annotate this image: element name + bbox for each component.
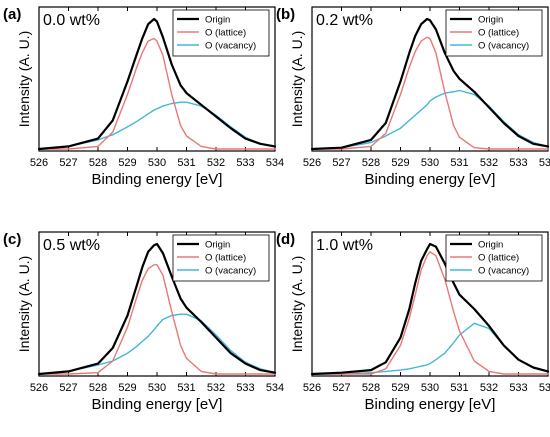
x-tick-label: 527	[332, 382, 350, 394]
x-axis-label: Binding energy [eV]	[365, 171, 496, 188]
x-tick-label: 531	[450, 157, 468, 169]
series-line-origin	[37, 17, 277, 151]
x-tick-label: 530	[421, 157, 439, 169]
series-line-origin	[310, 242, 550, 376]
series-line-o-vacancy	[38, 101, 276, 150]
series-line-o-vacancy	[311, 322, 549, 375]
x-tick-label: 526	[303, 382, 321, 394]
x-tick-label: 532	[480, 382, 498, 394]
x-tick-label: 526	[30, 157, 48, 169]
panel-a: (a) 0.0 wt% Intensity (A. U.) 526 527 528 529 5…	[3, 6, 284, 188]
panel-d: (d) 1.0 wt% Intensity (A. U.) 526 527 528 529 5…	[276, 231, 550, 413]
panel-label: (a)	[3, 6, 21, 23]
legend-label: O (lattice)	[205, 28, 246, 39]
series-line-o-lattice	[311, 36, 549, 150]
legend-box	[172, 234, 270, 282]
sample-annotation: 0.0 wt%	[43, 12, 100, 29]
x-tick-label: 530	[148, 157, 166, 169]
x-axis-label: Binding energy [eV]	[92, 396, 223, 413]
y-axis-label: Intensity (A. U.)	[289, 31, 305, 127]
series-line-o-vacancy	[311, 89, 549, 150]
x-tick-label: 526	[303, 157, 321, 169]
panel-label: (b)	[276, 6, 295, 23]
x-tick-label: 533	[236, 157, 254, 169]
legend-label: O (lattice)	[478, 253, 519, 264]
x-tick-label: 528	[362, 157, 380, 169]
sample-annotation: 0.5 wt%	[43, 237, 100, 254]
legend: Origin O (lattice) O (vacancy)	[172, 234, 270, 282]
legend-box	[445, 9, 543, 57]
series-line-o-lattice	[38, 37, 276, 150]
x-tick-label: 529	[118, 157, 136, 169]
legend-label: O (vacancy)	[205, 266, 256, 277]
legend-label: O (vacancy)	[205, 41, 256, 52]
x-tick-label: 534	[539, 382, 550, 394]
legend: Origin O (lattice) O (vacancy)	[172, 9, 270, 57]
x-tick-label: 527	[59, 382, 77, 394]
sample-annotation: 1.0 wt%	[316, 237, 373, 254]
x-tick-label: 531	[450, 382, 468, 394]
y-axis-label: Intensity (A. U.)	[289, 256, 305, 352]
x-tick-label: 533	[509, 157, 527, 169]
y-axis-label: Intensity (A. U.)	[16, 256, 32, 352]
x-tick-label: 527	[332, 157, 350, 169]
x-tick-label: 533	[236, 382, 254, 394]
legend: Origin O (lattice) O (vacancy)	[445, 9, 543, 57]
y-axis-label: Intensity (A. U.)	[16, 31, 32, 127]
x-tick-label: 533	[509, 382, 527, 394]
x-tick-label: 528	[89, 157, 107, 169]
x-tick-label: 534	[266, 157, 284, 169]
sample-annotation: 0.2 wt%	[316, 12, 373, 29]
panel-label: (c)	[3, 231, 21, 248]
legend-label: Origin	[205, 15, 230, 26]
x-tick-label: 532	[207, 382, 225, 394]
legend-label: O (vacancy)	[478, 41, 529, 52]
x-tick-label: 531	[177, 157, 195, 169]
x-tick-label: 529	[391, 382, 409, 394]
x-tick-label: 532	[480, 157, 498, 169]
legend-label: Origin	[478, 240, 503, 251]
x-tick-label: 526	[30, 382, 48, 394]
legend-label: Origin	[205, 240, 230, 251]
x-tick-label: 530	[421, 382, 439, 394]
legend-box	[445, 234, 543, 282]
x-tick-label: 528	[89, 382, 107, 394]
series-line-o-vacancy	[38, 313, 276, 375]
x-axis-label: Binding energy [eV]	[92, 171, 223, 188]
x-tick-label: 527	[59, 157, 77, 169]
x-tick-label: 530	[148, 382, 166, 394]
panel-label: (d)	[276, 231, 295, 248]
legend-label: Origin	[478, 15, 503, 26]
legend-label: O (vacancy)	[478, 266, 529, 277]
panel-b: (b) 0.2 wt% Intensity (A. U.) 526 527 528 529 5…	[276, 6, 550, 188]
x-tick-label: 529	[118, 382, 136, 394]
x-tick-label: 531	[177, 382, 195, 394]
panel-c: (c) 0.5 wt% Intensity (A. U.) 526 527 528 529 5…	[3, 231, 284, 413]
x-tick-label: 528	[362, 382, 380, 394]
series-line-origin	[310, 17, 550, 151]
legend-label: O (lattice)	[205, 253, 246, 264]
legend-label: O (lattice)	[478, 28, 519, 39]
series-line-o-lattice	[311, 251, 549, 375]
series-line-o-lattice	[38, 264, 276, 375]
series-line-origin	[37, 242, 277, 376]
x-tick-label: 532	[207, 157, 225, 169]
x-axis-label: Binding energy [eV]	[365, 396, 496, 413]
x-tick-label: 534	[266, 382, 284, 394]
legend-box	[172, 9, 270, 57]
legend: Origin O (lattice) O (vacancy)	[445, 234, 543, 282]
x-tick-label: 534	[539, 157, 550, 169]
x-tick-label: 529	[391, 157, 409, 169]
